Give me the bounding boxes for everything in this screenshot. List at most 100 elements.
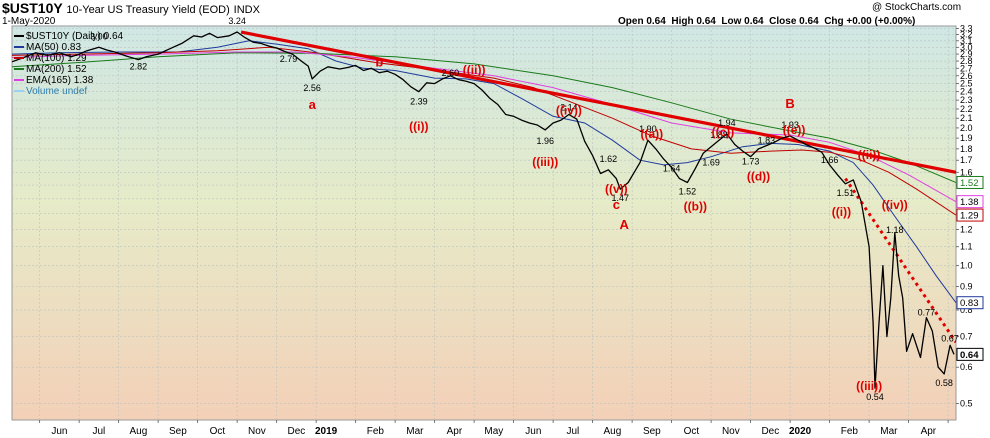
x-tick-label: May bbox=[484, 426, 503, 437]
y-tick-label: 0.9 bbox=[960, 282, 973, 292]
y-tick-label: 1.8 bbox=[960, 144, 973, 154]
x-tick-label: Sep bbox=[643, 426, 661, 437]
right-marker-label: 1.29 bbox=[960, 211, 979, 222]
price-line bbox=[12, 31, 955, 389]
y-tick-label: 1.6 bbox=[960, 167, 973, 177]
right-marker-label: 1.52 bbox=[960, 178, 979, 189]
x-tick-label: Sep bbox=[169, 426, 187, 437]
y-tick-label: 1.1 bbox=[960, 242, 973, 252]
x-tick-label: Apr bbox=[921, 426, 937, 437]
moving-average-lines bbox=[12, 40, 956, 303]
value-label: 1.69 bbox=[702, 157, 720, 167]
right-marker-label: 0.64 bbox=[960, 350, 979, 361]
x-tick-label: Jul bbox=[566, 426, 579, 437]
series-line-price bbox=[12, 31, 955, 389]
legend-item: Volume undef bbox=[14, 86, 123, 97]
value-label: 0.77 bbox=[918, 308, 936, 318]
y-tick-label: 0.7 bbox=[960, 332, 973, 342]
y-tick-label: 2.0 bbox=[960, 123, 973, 133]
value-label: 1.66 bbox=[821, 155, 839, 165]
wave-label: ((c)) bbox=[712, 125, 735, 139]
wave-label: ((d)) bbox=[747, 170, 770, 184]
right-marker-box bbox=[956, 195, 984, 209]
legend-label: Volume undef bbox=[26, 86, 88, 97]
grid bbox=[12, 26, 956, 420]
legend-item: EMA(165) 1.38 bbox=[14, 75, 123, 86]
wave-label: ((e)) bbox=[783, 123, 806, 137]
legend-label: EMA(165) 1.38 bbox=[26, 75, 94, 86]
x-tick-label: 2020 bbox=[789, 426, 812, 437]
legend-swatch bbox=[14, 46, 24, 49]
wave-label: a bbox=[309, 97, 317, 112]
value-label: 1.88 bbox=[710, 130, 728, 140]
series-line-ema-165- bbox=[12, 51, 956, 203]
exchange: INDX bbox=[233, 4, 260, 16]
wave-label: b bbox=[375, 54, 383, 69]
value-label: 1.51 bbox=[837, 188, 855, 198]
value-label: 2.82 bbox=[130, 62, 148, 72]
legend-swatch bbox=[14, 57, 24, 60]
value-label: 1.18 bbox=[886, 225, 904, 235]
x-tick-label: Jun bbox=[51, 426, 67, 437]
wave-label: ((ii)) bbox=[463, 63, 486, 77]
value-label: 1.73 bbox=[742, 157, 760, 167]
value-label: 1.62 bbox=[600, 154, 618, 164]
wave-label: A bbox=[620, 217, 630, 232]
value-label: 0.67 bbox=[941, 333, 959, 343]
y-tick-label: 2.5 bbox=[960, 79, 973, 89]
legend-swatch bbox=[14, 68, 24, 71]
right-markers: 1.52 1.38 1.29 0.83 0.64 bbox=[956, 175, 984, 361]
legend-item: MA(200) 1.52 bbox=[14, 64, 123, 75]
wave-label: B bbox=[785, 96, 794, 111]
x-tick-label: Dec bbox=[287, 426, 305, 437]
legend-label: MA(50) 0.83 bbox=[26, 42, 82, 53]
legend: $UST10Y (Daily) 0.64 MA(50) 0.83 MA(100)… bbox=[14, 31, 123, 97]
trend-lines bbox=[240, 30, 956, 344]
x-tick-label: Apr bbox=[447, 426, 463, 437]
value-label: 1.64 bbox=[663, 163, 681, 173]
value-label: 2.39 bbox=[410, 97, 428, 107]
value-label: 0.54 bbox=[866, 392, 884, 402]
wave-label: c bbox=[613, 197, 620, 212]
value-label: 1.90 bbox=[639, 124, 657, 134]
plot-background bbox=[11, 25, 957, 421]
value-label: 3.00 bbox=[90, 31, 108, 41]
x-tick-label: Jul bbox=[92, 426, 105, 437]
wave-label: ((iv)) bbox=[882, 198, 908, 212]
y-tick-label: 1.2 bbox=[960, 224, 973, 234]
legend-label: MA(100) 1.29 bbox=[26, 53, 87, 64]
x-tick-label: Oct bbox=[684, 426, 700, 437]
right-marker-box bbox=[956, 347, 984, 361]
x-tick-label: Aug bbox=[603, 426, 621, 437]
symbol-name: 10-Year US Treasury Yield (EOD) bbox=[66, 4, 230, 16]
legend-swatch bbox=[14, 90, 24, 93]
y-tick-label: 3.3 bbox=[960, 23, 973, 33]
x-tick-label: Feb bbox=[841, 426, 859, 437]
right-marker-label: 1.38 bbox=[960, 197, 979, 208]
y-tick-label: 2.6 bbox=[960, 71, 973, 81]
wave-label: ((i)) bbox=[832, 205, 851, 219]
x-axis: Jun Jul Aug Sep Oct Nov Dec 2019 Feb Mar Apr May Jun… bbox=[39, 420, 949, 437]
value-label: 1.52 bbox=[679, 186, 697, 196]
wave-label: ((i)) bbox=[409, 120, 428, 134]
y-tick-label: 0.6 bbox=[960, 362, 973, 372]
trendline-downtrend-dotted bbox=[844, 177, 956, 344]
y-tick-label: 2.1 bbox=[960, 113, 973, 123]
wave-label: ((ii)) bbox=[858, 148, 881, 162]
y-tick-label: 3.1 bbox=[960, 36, 973, 46]
series-line-ma-100- bbox=[12, 46, 956, 216]
y-tick-label: 1.7 bbox=[960, 155, 973, 165]
y-tick-label: 3.0 bbox=[960, 42, 973, 52]
x-tick-label: Dec bbox=[761, 426, 779, 437]
x-tick-label: Mar bbox=[406, 426, 424, 437]
y-tick-label: 2.7 bbox=[960, 63, 973, 73]
legend-swatch bbox=[14, 79, 24, 82]
wave-label: ((iii)) bbox=[856, 379, 882, 393]
legend-item: $UST10Y (Daily) 0.64 bbox=[14, 31, 123, 42]
legend-item: MA(100) 1.29 bbox=[14, 53, 123, 64]
x-tick-label: Feb bbox=[367, 426, 385, 437]
ohlc-readout: Open 0.64 High 0.64 Low 0.64 Close 0.64 … bbox=[618, 16, 916, 27]
wave-label: ((b)) bbox=[684, 199, 707, 213]
wave-label: ((v)) bbox=[605, 182, 628, 196]
